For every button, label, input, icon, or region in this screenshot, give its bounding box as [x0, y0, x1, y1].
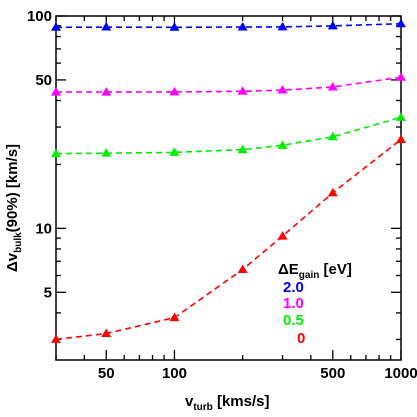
data-point	[396, 18, 406, 28]
data-point	[327, 187, 338, 197]
x-tick-label: 100	[162, 365, 187, 382]
data-point	[327, 20, 338, 30]
data-point	[237, 144, 248, 154]
x-tick-label: 50	[98, 365, 115, 382]
data-point	[237, 86, 248, 95]
legend-title: ΔEgain [eV]	[278, 261, 352, 281]
data-point	[169, 86, 180, 96]
data-point	[101, 328, 112, 337]
data-point	[396, 72, 406, 81]
data-point	[169, 312, 180, 322]
series-2-0	[51, 18, 406, 31]
x-axis-title-main: v	[185, 393, 194, 410]
tick-labels: 50 100 500 1000 5 10 50 100	[27, 8, 417, 382]
data-point	[51, 22, 61, 31]
legend-entry-0-5: 0.5	[283, 312, 304, 329]
data-point	[277, 231, 288, 240]
y-axis-title-main: Δv	[4, 252, 21, 272]
x-axis-title-sub: turb	[193, 402, 212, 413]
data-point	[327, 82, 338, 91]
data-point	[101, 22, 112, 31]
y-axis-title: Δvbulk(90%) [km/s]	[4, 144, 24, 272]
x-axis-title: vturb [kms/s]	[185, 393, 270, 413]
data-point	[51, 334, 61, 343]
series-0	[51, 134, 406, 343]
legend-title-main: ΔE	[278, 261, 299, 278]
series-line	[55, 116, 402, 155]
y-tick-label: 50	[35, 72, 52, 89]
legend: ΔEgain [eV] 2.0 1.0 0.5 0	[278, 261, 352, 347]
legend-entry-1-0: 1.0	[283, 295, 304, 312]
series-layer	[51, 18, 406, 343]
y-tick-label: 100	[27, 8, 52, 25]
y-axis-title-rest: (90%) [km/s]	[4, 144, 21, 232]
data-point	[51, 148, 61, 158]
data-point	[396, 134, 406, 144]
legend-title-sub: gain	[299, 270, 320, 281]
series-1-0	[51, 72, 406, 96]
y-axis-title-sub: bulk	[13, 232, 24, 253]
y-tick-label: 10	[35, 220, 52, 237]
x-tick-label: 1000	[384, 365, 417, 382]
data-point	[101, 87, 112, 96]
legend-entry-2-0: 2.0	[283, 279, 304, 296]
data-point	[237, 21, 248, 31]
data-point	[169, 22, 180, 31]
x-axis-title-rest: [kms/s]	[213, 393, 270, 410]
data-point	[237, 264, 248, 274]
data-point	[277, 140, 288, 149]
x-tick-label: 500	[320, 365, 345, 382]
axis-ticks	[55, 15, 402, 360]
legend-title-rest: [eV]	[319, 261, 352, 278]
data-point	[277, 85, 288, 94]
data-point	[396, 112, 406, 121]
legend-entry-0: 0	[297, 330, 305, 347]
series-line	[55, 138, 402, 341]
series-0-5	[51, 112, 406, 158]
data-point	[169, 147, 180, 156]
data-point	[327, 131, 338, 141]
data-point	[51, 87, 61, 96]
data-point	[101, 148, 112, 157]
data-point	[277, 21, 288, 31]
plot-frame	[55, 15, 402, 361]
y-tick-label: 5	[44, 284, 52, 301]
